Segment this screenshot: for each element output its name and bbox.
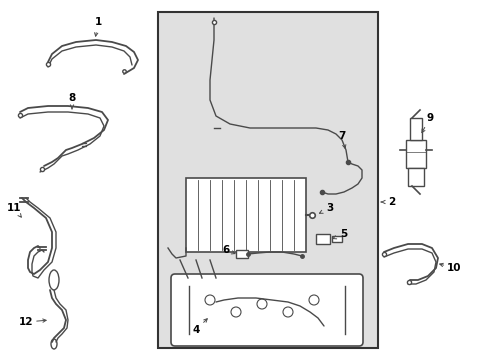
Bar [236,250,247,258]
Text: 6: 6 [222,245,229,255]
Bar [407,168,423,186]
Bar [331,236,341,242]
Bar [158,12,377,348]
Text: 3: 3 [325,203,333,213]
Bar [315,234,329,244]
Text: 1: 1 [94,17,102,27]
Text: 7: 7 [338,131,345,141]
Text: 9: 9 [426,113,433,123]
Text: 5: 5 [340,229,347,239]
Text: 2: 2 [387,197,395,207]
Text: 12: 12 [19,317,33,327]
Bar [409,118,421,140]
Text: 4: 4 [192,325,199,335]
Text: 11: 11 [7,203,21,213]
Ellipse shape [51,339,57,349]
Ellipse shape [49,270,59,290]
Bar [185,178,305,252]
FancyBboxPatch shape [171,274,362,346]
Text: 10: 10 [446,263,460,273]
Bar [405,140,425,168]
Text: 8: 8 [68,93,76,103]
